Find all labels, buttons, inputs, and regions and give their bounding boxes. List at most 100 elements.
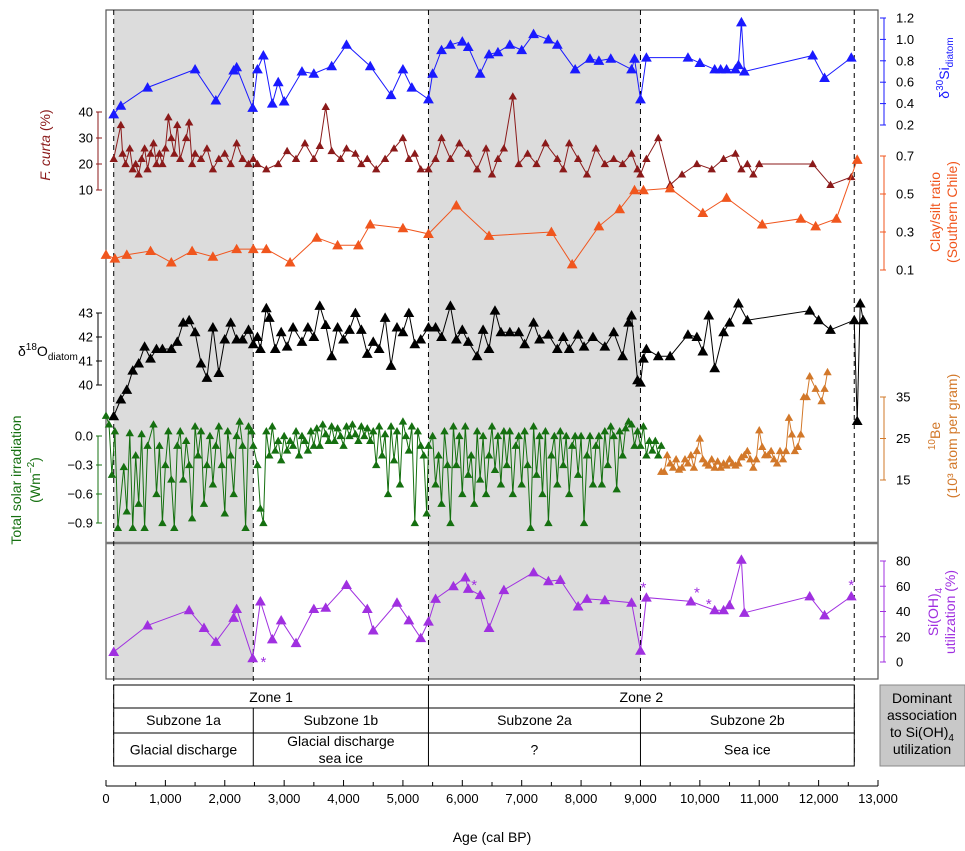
legend-box-line: to Si(OH)4	[890, 724, 954, 744]
d18o-point	[237, 334, 248, 344]
tsi-point	[229, 489, 238, 498]
fcurta-point	[464, 149, 473, 157]
tsi-point	[398, 417, 408, 425]
d18o-point	[623, 317, 634, 327]
clay-point	[109, 253, 121, 263]
d18o-point	[697, 346, 709, 356]
clay-point	[332, 239, 343, 250]
tsi-point	[190, 422, 200, 430]
d18o-point	[513, 326, 525, 337]
plot-frame	[105, 9, 879, 680]
fcurta-point	[244, 159, 253, 168]
d18o-point	[385, 360, 397, 370]
util-point	[626, 597, 637, 607]
d18o-point	[489, 305, 501, 315]
util-point	[247, 652, 259, 663]
d30si-point	[733, 59, 744, 70]
util-point	[498, 584, 510, 595]
tsi-point	[437, 499, 446, 507]
fcurta-point	[737, 165, 746, 173]
fcurta-point	[654, 133, 663, 142]
d30si-axis-title: δ30Sidiatom	[935, 37, 956, 98]
d18o-point	[269, 343, 281, 354]
fcurta-point	[573, 154, 583, 162]
legend-box-line: association	[887, 707, 957, 723]
d18o-point	[741, 314, 753, 325]
tsi-point	[235, 417, 244, 425]
d30si-point	[543, 34, 554, 44]
d18o-tick-label: 41	[79, 354, 93, 369]
util-axis: 0 20 40 60 80	[880, 554, 910, 670]
x-axis-title: Age (cal BP)	[453, 829, 532, 845]
tsi-point	[383, 489, 393, 498]
tsi-point	[446, 518, 455, 527]
fcurta-point	[164, 113, 173, 121]
be10-point	[778, 455, 788, 463]
x-tick-label: 9,000	[624, 791, 657, 806]
tsi-point	[597, 480, 607, 488]
d18o-point	[302, 322, 314, 332]
d18o-axis: 40 41 42 43	[79, 306, 102, 393]
fcurta-point	[155, 149, 164, 157]
tsi-point	[469, 499, 479, 507]
tsi-title-close: )	[27, 457, 43, 462]
tsi-point	[339, 441, 348, 449]
be10-point	[787, 430, 797, 438]
tsi-tick-label: −0.3	[67, 458, 93, 473]
fcurta-point	[493, 154, 503, 162]
fcurta-point	[249, 154, 258, 162]
subzone-label: Subzone 1a	[146, 712, 221, 728]
table-border	[113, 684, 855, 767]
tsi-point	[484, 451, 494, 459]
tsi-point	[152, 489, 161, 498]
be10-axis: 15 25 35	[880, 390, 910, 488]
be10-point	[743, 446, 752, 455]
d18o-point	[332, 322, 343, 332]
tsi-point	[559, 460, 568, 469]
fcurta-point	[327, 146, 336, 155]
fcurta-point	[508, 92, 517, 100]
d30si-point	[364, 60, 376, 71]
fcurta-point	[116, 120, 126, 129]
tsi-point	[288, 441, 298, 449]
tsi-point	[526, 523, 535, 531]
fcurta-point	[416, 165, 425, 173]
d18o-title-sub: diatom	[48, 352, 78, 363]
d18o-point	[260, 302, 272, 313]
d18o-point	[255, 343, 266, 354]
d30si-point	[736, 16, 747, 27]
d30si-title-base: Si	[936, 67, 952, 79]
fcurta-point	[410, 149, 419, 157]
fcurta-tick-label: 30	[79, 131, 93, 146]
util-point	[462, 583, 474, 593]
tsi-point	[377, 451, 387, 459]
be10-point	[713, 457, 722, 465]
d18o-point	[165, 343, 177, 354]
d30si-point	[406, 82, 418, 92]
x-axis: 0 1,000 2,000 3,000 4,000 5,000 6,000 7,000 8,00…	[102, 780, 898, 845]
tsi-point	[211, 441, 221, 449]
d30si-point	[326, 60, 338, 71]
tsi-point	[657, 441, 666, 449]
be10-point	[722, 461, 731, 469]
tsi-point	[570, 431, 580, 440]
be10-point	[698, 455, 708, 463]
tsi-point	[413, 426, 422, 435]
d18o-point	[320, 319, 332, 330]
d18o-point	[691, 331, 703, 342]
util-point	[724, 599, 735, 610]
fcurta-point	[149, 139, 158, 147]
fcurta-point	[109, 154, 118, 162]
d18o-point	[528, 317, 539, 327]
association-label: ?	[531, 742, 539, 758]
tsi-point	[184, 460, 194, 469]
fcurta-point	[232, 139, 241, 147]
legend-box-line: Dominant	[892, 690, 952, 706]
fcurta-point	[262, 165, 271, 173]
tsi-point	[125, 428, 134, 437]
util-asterisk: *	[848, 577, 854, 594]
legend-box-sub: 4	[948, 733, 954, 744]
tsi-point	[562, 431, 571, 440]
fcurta-point	[140, 144, 149, 152]
